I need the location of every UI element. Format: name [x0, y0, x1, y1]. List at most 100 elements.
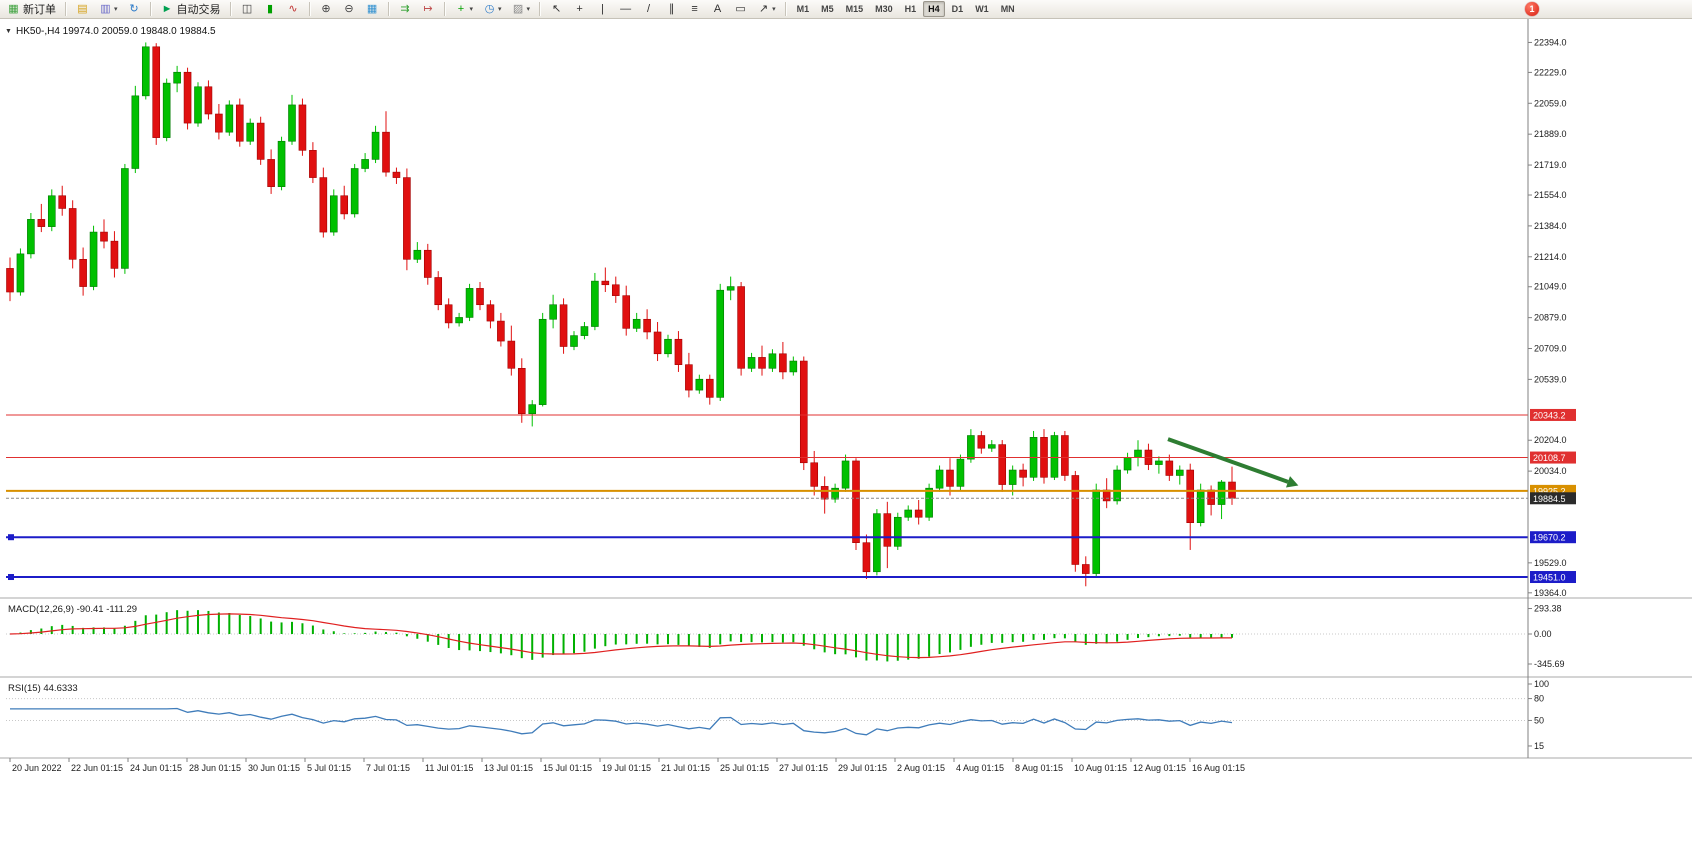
templates-button[interactable]: ▨ ▾ — [508, 1, 535, 18]
text-button[interactable]: A — [707, 1, 728, 18]
svg-text:0.00: 0.00 — [1534, 629, 1552, 639]
new-order-button-label: 新订单 — [23, 4, 56, 16]
cursor-button[interactable]: ↖ — [546, 1, 567, 18]
line-handle[interactable] — [8, 574, 14, 581]
arrowhead-icon — [1285, 476, 1299, 488]
chart-shift-icon: ↦ — [423, 2, 433, 15]
zoom-in-button[interactable]: ⊕ — [316, 1, 337, 18]
chart-shift-button[interactable]: ↦ — [418, 1, 439, 18]
refresh-button[interactable]: ↻ — [124, 1, 145, 18]
svg-text:27 Jul 01:15: 27 Jul 01:15 — [779, 763, 828, 773]
bar-chart-button[interactable]: ◫ — [237, 1, 258, 18]
timeframe-h4-button[interactable]: H4 — [923, 1, 945, 17]
svg-text:28 Jun 01:15: 28 Jun 01:15 — [189, 763, 241, 773]
svg-text:22229.0: 22229.0 — [1534, 67, 1567, 77]
timeframe-d1-button[interactable]: D1 — [951, 4, 964, 14]
horizontal-line[interactable] — [6, 574, 1528, 581]
svg-text:13 Jul 01:15: 13 Jul 01:15 — [484, 763, 533, 773]
indicators-icon: + — [457, 2, 465, 15]
timeframe-mn-button[interactable]: MN — [1000, 4, 1015, 14]
timeframe-m1-button[interactable]: M1 — [796, 4, 810, 14]
timeframe-m5-button[interactable]: M5 — [821, 4, 834, 14]
price-axis-badge: 20343.2 — [1530, 408, 1576, 421]
new-order-button[interactable]: ▦ 新订单 — [3, 1, 60, 18]
svg-text:5 Jul 01:15: 5 Jul 01:15 — [307, 763, 351, 773]
svg-text:293.38: 293.38 — [1534, 604, 1562, 614]
chart-area[interactable]: 20343.2 20108.7 19925.2 19670.2 19451.0 19884… — [0, 19, 1692, 843]
timeframe-m30-button[interactable]: M30 — [875, 4, 893, 14]
timeframe-w1-button[interactable]: W1 — [975, 4, 989, 14]
rsi-label: RSI(15) 44.6333 — [8, 683, 78, 694]
chart-background — [0, 19, 1692, 843]
svg-text:16 Aug 01:15: 16 Aug 01:15 — [1192, 763, 1245, 773]
macd-label: MACD(12,26,9) -90.41 -111.29 — [8, 604, 137, 615]
arrows-button[interactable]: ↗ ▾ — [753, 1, 780, 18]
toolbar-separator — [229, 2, 232, 16]
zoom-in-icon: ⊕ — [321, 2, 331, 15]
svg-text:15: 15 — [1534, 741, 1544, 751]
svg-text:20 Jun 2022: 20 Jun 2022 — [12, 763, 62, 773]
svg-text:7 Jul 01:15: 7 Jul 01:15 — [366, 763, 410, 773]
macd-signal-line — [9, 613, 1232, 659]
notification-badge[interactable]: 1 — [1525, 2, 1539, 16]
text-icon: A — [713, 2, 722, 15]
collapse-chart-icon[interactable]: ▼ — [5, 28, 12, 35]
svg-text:8 Aug 01:15: 8 Aug 01:15 — [1015, 763, 1063, 773]
svg-text:19529.0: 19529.0 — [1534, 558, 1567, 568]
svg-text:12 Aug 01:15: 12 Aug 01:15 — [1133, 763, 1186, 773]
autotrading-button-label: 自动交易 — [176, 4, 221, 16]
autotrading-button[interactable]: ► 自动交易 — [157, 1, 225, 18]
svg-text:19 Jul 01:15: 19 Jul 01:15 — [602, 763, 651, 773]
fibonacci-button[interactable]: ≡ — [684, 1, 705, 18]
price-axis-badge: 19670.2 — [1530, 531, 1576, 544]
svg-text:21719.0: 21719.0 — [1534, 160, 1567, 170]
toolbar-buttons: ▦ 新订单 ▤ ▥ ▾ ↻ ► 自动交易 ◫ ▮ ∿ ⊕ ⊖ ▦ ⇉ ↦ + ▾ ◷ ▾ ▨ ▾ ↖ + | — / ∥ ≡ A ▭ ↗ ▾ M1… — [2, 0, 1021, 19]
svg-text:19670.2: 19670.2 — [1533, 533, 1566, 543]
templates-icon: ▨ — [512, 2, 524, 15]
vertical-line-button[interactable]: | — [592, 1, 613, 18]
channel-button[interactable]: ∥ — [661, 1, 682, 18]
trendline-button[interactable]: / — [638, 1, 659, 18]
vertical-line-icon: | — [601, 2, 604, 15]
indicators-button[interactable]: + ▾ — [451, 1, 478, 18]
periods-button[interactable]: ◷ ▾ — [479, 1, 506, 18]
zoom-out-button[interactable]: ⊖ — [339, 1, 360, 18]
dropdown-caret-icon: ▾ — [772, 6, 776, 13]
time-axis[interactable]: 20 Jun 2022 22 Jun 01:15 24 Jun 01:15 28 Ju… — [9, 758, 1245, 773]
text-label-button[interactable]: ▭ — [730, 1, 751, 18]
main-price-pane[interactable] — [6, 42, 1236, 587]
auto-scroll-button[interactable]: ⇉ — [395, 1, 416, 18]
line-handle[interactable] — [8, 534, 14, 541]
new-order-icon: ▦ — [8, 2, 19, 15]
horizontal-line[interactable] — [6, 534, 1528, 541]
arrows-icon: ↗ — [758, 2, 769, 15]
tile-windows-button[interactable]: ▦ — [362, 1, 383, 18]
zoom-out-icon: ⊖ — [344, 2, 354, 15]
timeframe-h1-button[interactable]: H1 — [904, 4, 917, 14]
toolbar-separator — [149, 2, 152, 16]
charts-button[interactable]: ▤ — [72, 1, 93, 18]
price-axis-badge: 19451.0 — [1530, 571, 1576, 584]
trend-arrow[interactable] — [1167, 437, 1299, 488]
crosshair-button[interactable]: + — [569, 1, 590, 18]
svg-text:20879.0: 20879.0 — [1534, 313, 1567, 323]
horizontal-line-button[interactable]: — — [615, 1, 636, 18]
svg-text:15 Jul 01:15: 15 Jul 01:15 — [543, 763, 592, 773]
candlestick-icon: ▮ — [266, 2, 274, 15]
horizontal-line-icon: — — [620, 2, 632, 15]
candlestick-button[interactable]: ▮ — [260, 1, 281, 18]
toolbar-separator — [308, 2, 311, 16]
auto-scroll-icon: ⇉ — [400, 2, 410, 15]
svg-text:2 Aug 01:15: 2 Aug 01:15 — [897, 763, 945, 773]
profiles-button[interactable]: ▥ ▾ — [95, 1, 122, 18]
line-chart-button[interactable]: ∿ — [283, 1, 304, 18]
svg-text:-345.69: -345.69 — [1534, 659, 1565, 669]
charts-icon: ▤ — [77, 2, 88, 15]
toolbar-separator — [539, 2, 542, 16]
rsi-pane[interactable]: RSI(15) 44.6333 100 80 50 15 — [6, 679, 1549, 751]
timeframe-m15-button[interactable]: M15 — [845, 4, 864, 14]
macd-pane[interactable]: MACD(12,26,9) -90.41 -111.29 293.38 0.00 -3… — [6, 604, 1565, 669]
svg-text:21 Jul 01:15: 21 Jul 01:15 — [661, 763, 710, 773]
price-axis[interactable]: 22394.0 22229.0 22059.0 21889.0 21719.0 21554… — [1528, 37, 1567, 598]
toolbar-separator — [387, 2, 390, 16]
